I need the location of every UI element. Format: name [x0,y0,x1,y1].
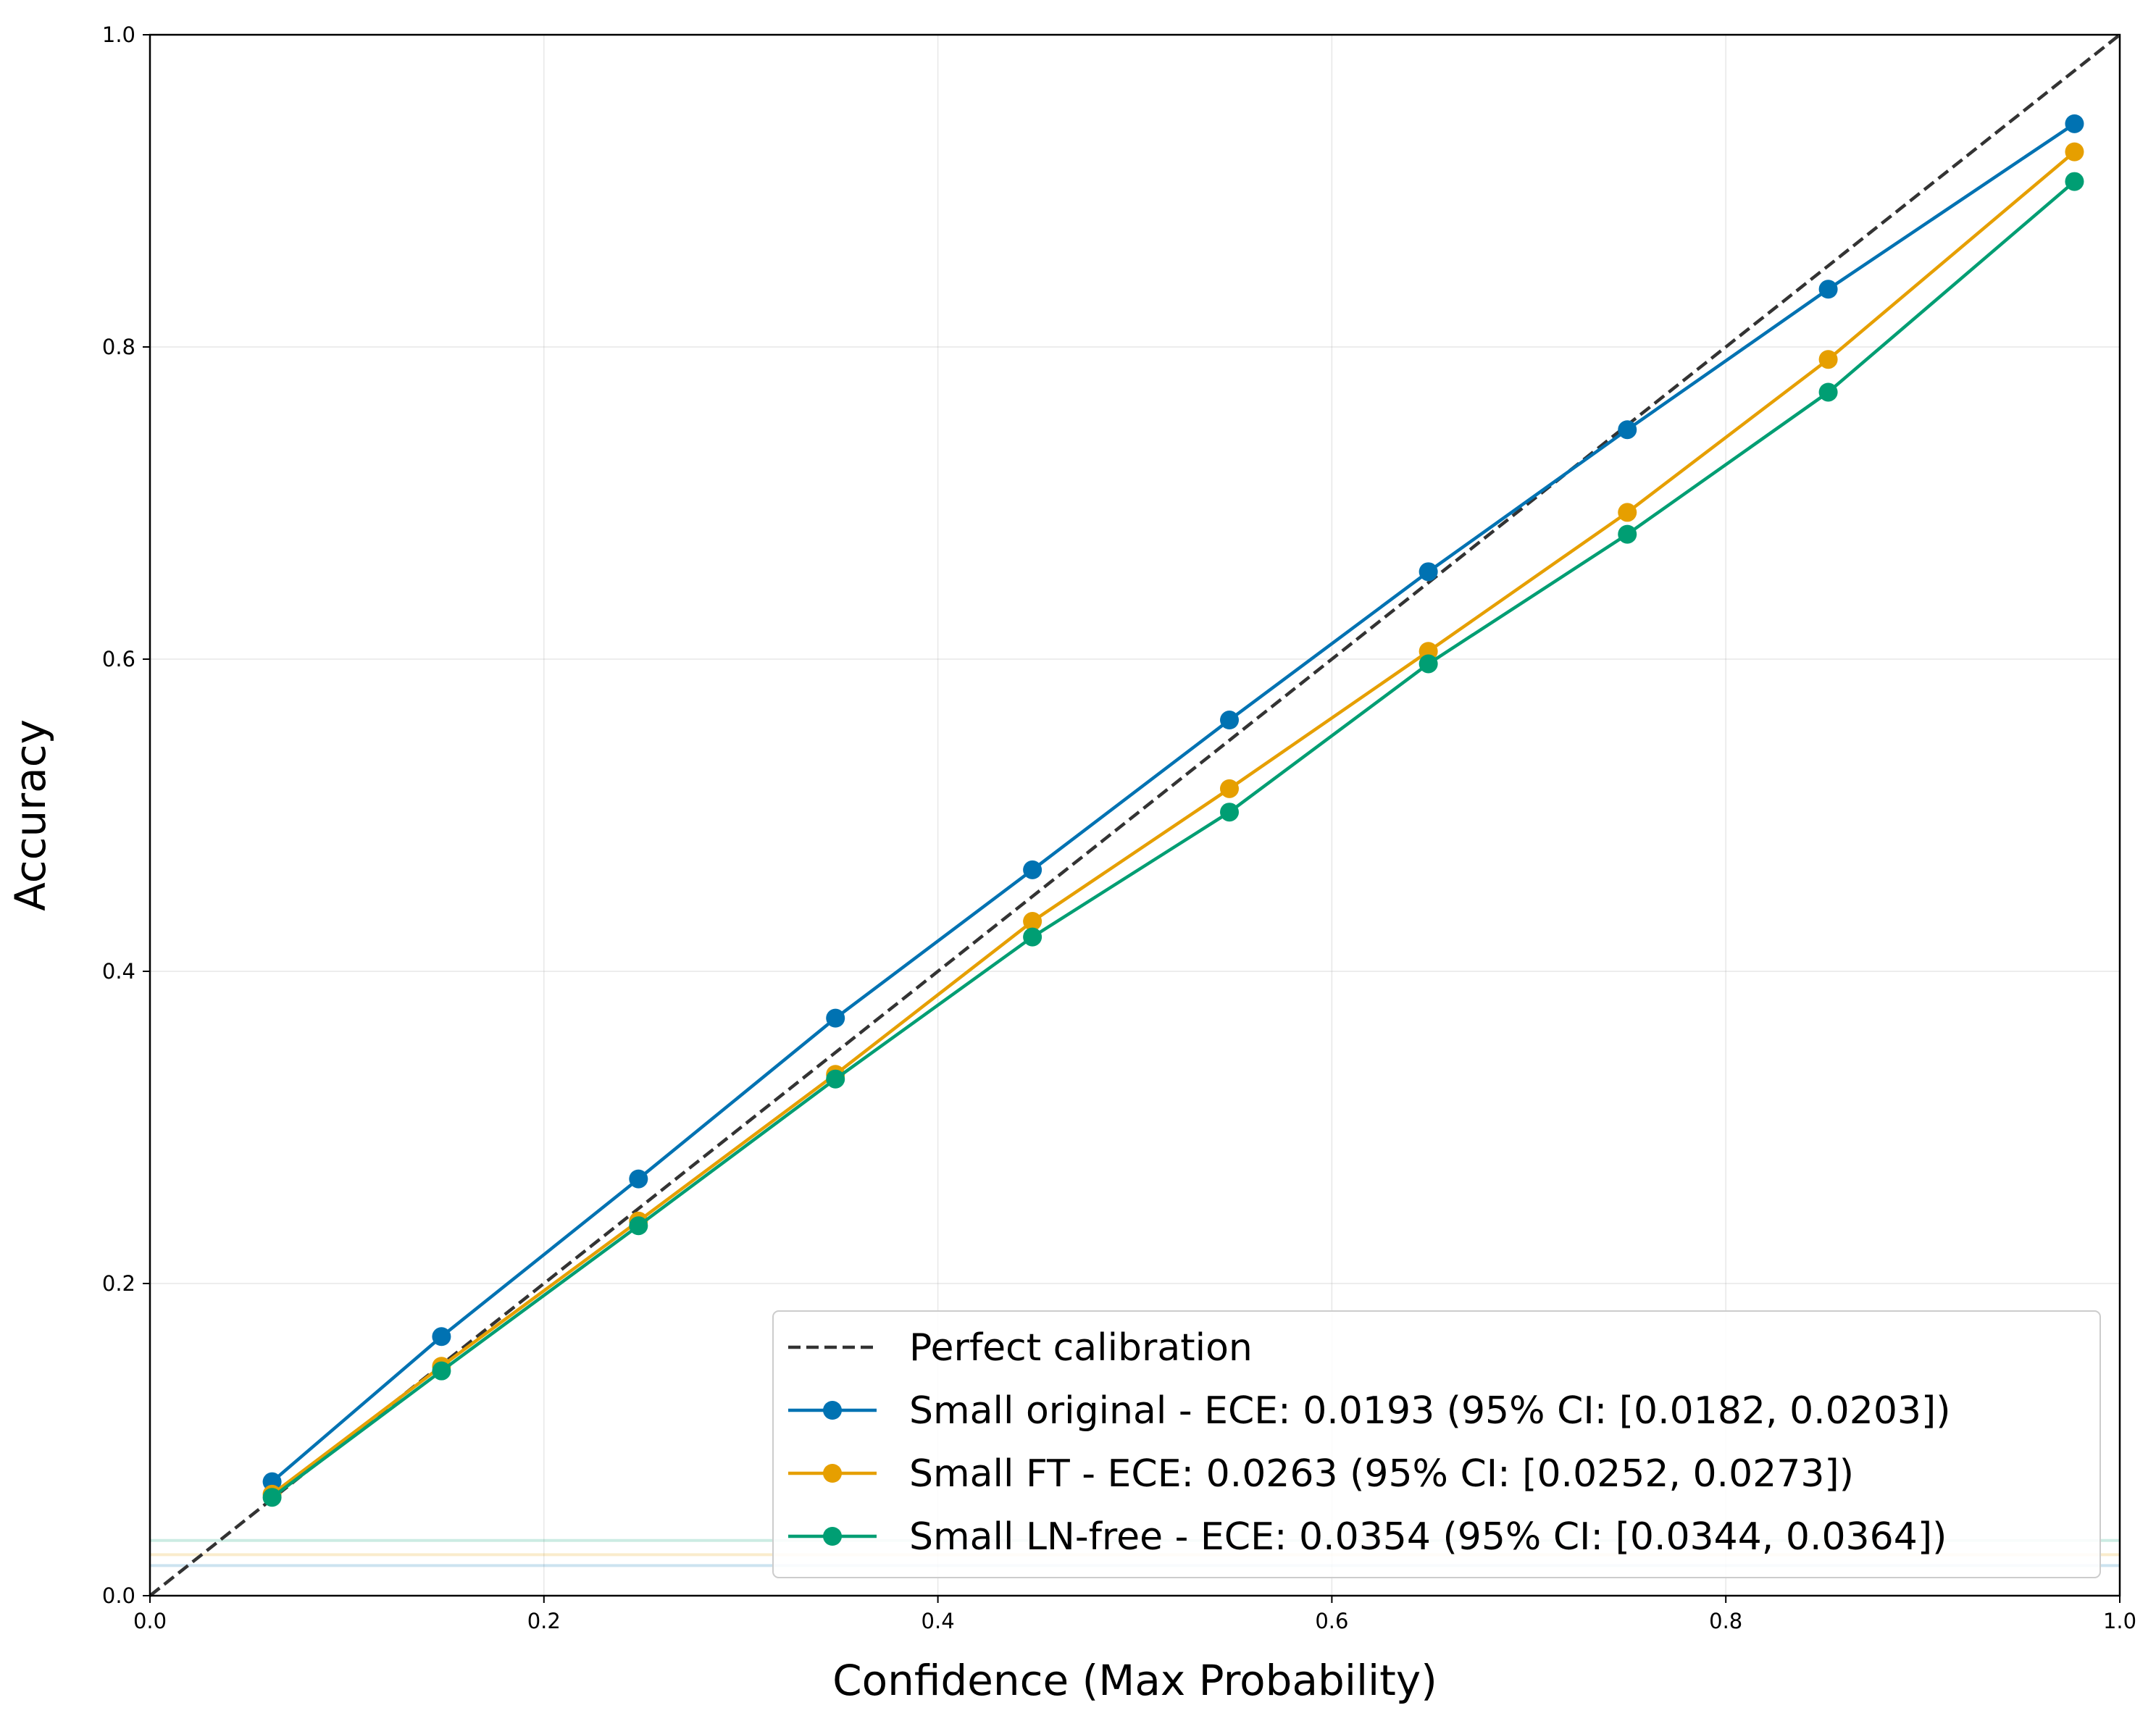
data-point [1220,779,1240,798]
data-point [432,1327,451,1347]
data-point [262,1488,282,1507]
data-point [1818,382,1838,402]
series-line [271,122,2076,1483]
y-tick-label: 0.8 [102,335,135,359]
legend: Perfect calibration Small original - ECE:… [772,1310,2101,1578]
x-tick-label: 1.0 [2103,1609,2136,1633]
data-point [1818,350,1838,369]
data-point [826,1008,845,1028]
x-tick-label: 0.8 [1709,1609,1742,1633]
y-axis-label: Accuracy [6,719,55,911]
x-axis-label: Confidence (Max Probability) [832,1656,1437,1705]
y-tick-label: 0.6 [102,647,135,671]
data-point [1023,912,1043,931]
data-point [1220,803,1240,822]
data-point [1618,524,1637,544]
data-point [1418,654,1438,674]
data-point [2065,142,2084,162]
axis-ticks: 0.0 0.2 0.4 0.6 0.8 1.0 0.0 0.2 0.4 0.6 0.8 1.0 [102,22,2136,1633]
series-line [271,180,2076,1499]
y-tick-label: 0.4 [102,959,135,984]
x-tick-label: 0.2 [527,1609,561,1633]
data-point [432,1361,451,1381]
data-point [1023,860,1043,879]
grid [149,34,2121,1596]
data-point [2065,172,2084,191]
plot-frame [149,33,2121,1597]
legend-marker [823,1464,842,1483]
legend-label: Small LN-free - ECE: 0.0354 (95% CI: [0.… [909,1515,1947,1559]
y-tick-label: 0.0 [102,1583,135,1608]
data-point [2065,114,2084,133]
x-tick-label: 0.6 [1315,1609,1348,1633]
legend-marker [823,1527,842,1546]
legend-marker [823,1401,842,1420]
perfect-calibration-line [149,33,2121,1597]
legend-label: Small original - ECE: 0.0193 (95% CI: [0… [909,1389,1951,1433]
data-point [1023,927,1043,947]
legend-box [772,1310,2101,1578]
data-point [629,1169,648,1189]
data-point [1618,420,1637,440]
series-line [271,150,2076,1496]
data-point [1418,562,1438,582]
perfect-calibration-layer [149,33,2121,1597]
data-point [826,1069,845,1089]
y-tick-label: 0.2 [102,1271,135,1296]
data-point [1818,280,1838,299]
data-point [629,1216,648,1236]
x-tick-label: 0.4 [922,1609,955,1633]
data-point [1220,711,1240,730]
legend-label: Small FT - ECE: 0.0263 (95% CI: [0.0252,… [909,1452,1854,1496]
x-tick-label: 0.0 [133,1609,167,1633]
series-layer [262,114,2084,1507]
data-point [1618,503,1637,522]
y-tick-label: 1.0 [102,22,135,47]
legend-label: Perfect calibration [909,1326,1253,1370]
